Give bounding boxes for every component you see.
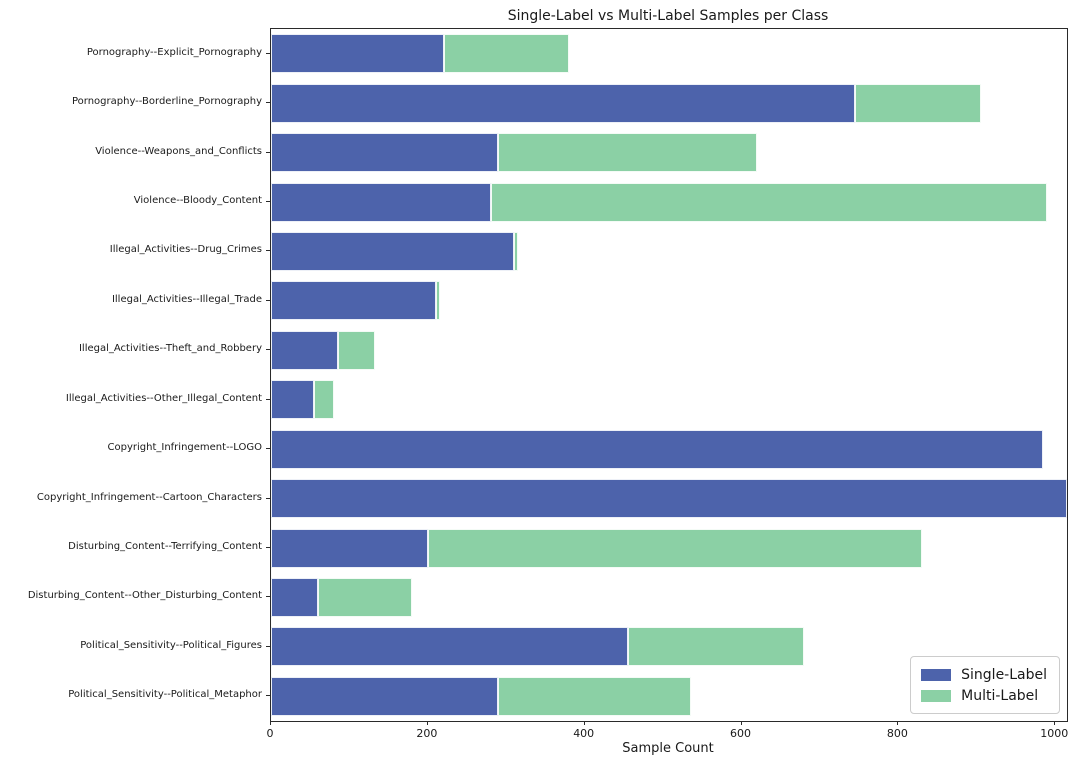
y-tick-label: Copyright_Infringement--Cartoon_Characte… — [36, 491, 262, 503]
y-tick-label: Copyright_Infringement--LOGO — [107, 442, 262, 454]
chart-title: Single-Label vs Multi-Label Samples per … — [507, 8, 829, 24]
x-tick-label: 1000 — [1040, 727, 1069, 740]
bar-segment-single — [271, 627, 628, 667]
legend-row-multi-label: Multi-Label — [921, 685, 1047, 706]
bar-segment-multi — [318, 577, 413, 617]
y-tick-label: Pornography--Borderline_Pornography — [71, 96, 262, 108]
legend-label: Single-Label — [961, 666, 1047, 683]
bar-segment-single — [271, 429, 1044, 469]
y-tick-mark — [266, 695, 270, 697]
bar-segment-single — [271, 231, 515, 271]
y-tick-mark — [266, 250, 270, 252]
x-tick-mark — [426, 721, 428, 725]
single-label-swatch-icon — [921, 668, 952, 681]
legend-label: Multi-Label — [961, 687, 1039, 704]
y-tick-label: Violence--Bloody_Content — [133, 195, 262, 206]
bar-segment-single — [271, 577, 319, 617]
y-tick-label: Disturbing_Content--Terrifying_Content — [68, 541, 262, 552]
y-tick-mark — [266, 596, 270, 598]
bar-segment-single — [271, 182, 491, 222]
y-tick-label: Pornography--Explicit_Pornography — [86, 46, 262, 58]
bar-segment-multi — [435, 281, 440, 321]
y-tick-mark — [266, 102, 270, 104]
x-tick-label: 200 — [416, 727, 438, 740]
y-tick-mark — [266, 151, 270, 153]
y-tick-mark — [266, 398, 270, 400]
x-tick-mark — [270, 721, 271, 725]
bar-segment-single — [271, 676, 499, 716]
bar-segment-multi — [427, 528, 922, 568]
y-tick-mark — [266, 299, 270, 301]
bar-segment-multi — [627, 627, 805, 667]
y-tick-label: Disturbing_Content--Other_Disturbing_Con… — [27, 590, 262, 602]
bar-segment-single — [271, 83, 856, 123]
bar-segment-single — [271, 528, 428, 568]
bar-segment-multi — [855, 83, 981, 123]
y-tick-mark — [266, 547, 270, 548]
bar-segment-single — [271, 281, 436, 321]
y-tick-label: Illegal_Activities--Drug_Crimes — [109, 244, 262, 256]
y-tick-label: Violence--Weapons_and_Conflicts — [95, 145, 262, 157]
x-tick-label: 800 — [886, 727, 908, 740]
y-tick-mark — [266, 448, 270, 450]
x-axis-label: Sample Count — [622, 741, 714, 756]
y-tick-label: Illegal_Activities--Other_Illegal_Conten… — [65, 392, 262, 404]
bar-segment-single — [271, 479, 1067, 519]
x-tick-mark — [897, 721, 899, 725]
bar-segment-multi — [498, 133, 758, 173]
legend: Single-Label Multi-Label — [910, 656, 1060, 714]
bar-segment-single — [271, 133, 499, 173]
x-tick-label: 0 — [266, 727, 274, 740]
y-tick-label: Political_Sensitivity--Political_Figures — [80, 639, 262, 651]
bar-segment-multi — [498, 676, 691, 716]
x-tick-label: 400 — [573, 727, 595, 740]
y-tick-label: Political_Sensitivity--Political_Metapho… — [68, 689, 262, 701]
plot-area — [270, 28, 1068, 722]
multi-label-swatch-icon — [921, 689, 952, 702]
x-tick-mark — [740, 721, 742, 725]
y-tick-mark — [266, 52, 270, 54]
x-tick-mark — [583, 721, 585, 725]
bar-segment-single — [271, 330, 338, 370]
bar-segment-single — [271, 34, 444, 74]
x-tick-mark — [1054, 721, 1056, 725]
bar-segment-single — [271, 380, 315, 420]
y-tick-mark — [266, 349, 270, 351]
y-tick-mark — [266, 201, 270, 202]
x-tick-label: 600 — [730, 727, 752, 740]
y-tick-label: Illegal_Activities--Theft_and_Robbery — [78, 343, 262, 355]
y-tick-mark — [266, 645, 270, 647]
bar-segment-multi — [314, 380, 334, 420]
bar-segment-multi — [443, 34, 569, 74]
y-tick-label: Illegal_Activities--Illegal_Trade — [111, 293, 262, 305]
bar-segment-multi — [514, 231, 519, 271]
legend-row-single-label: Single-Label — [921, 664, 1047, 685]
bar-segment-multi — [490, 182, 1048, 222]
y-tick-mark — [266, 497, 270, 499]
bar-segment-multi — [337, 330, 376, 370]
